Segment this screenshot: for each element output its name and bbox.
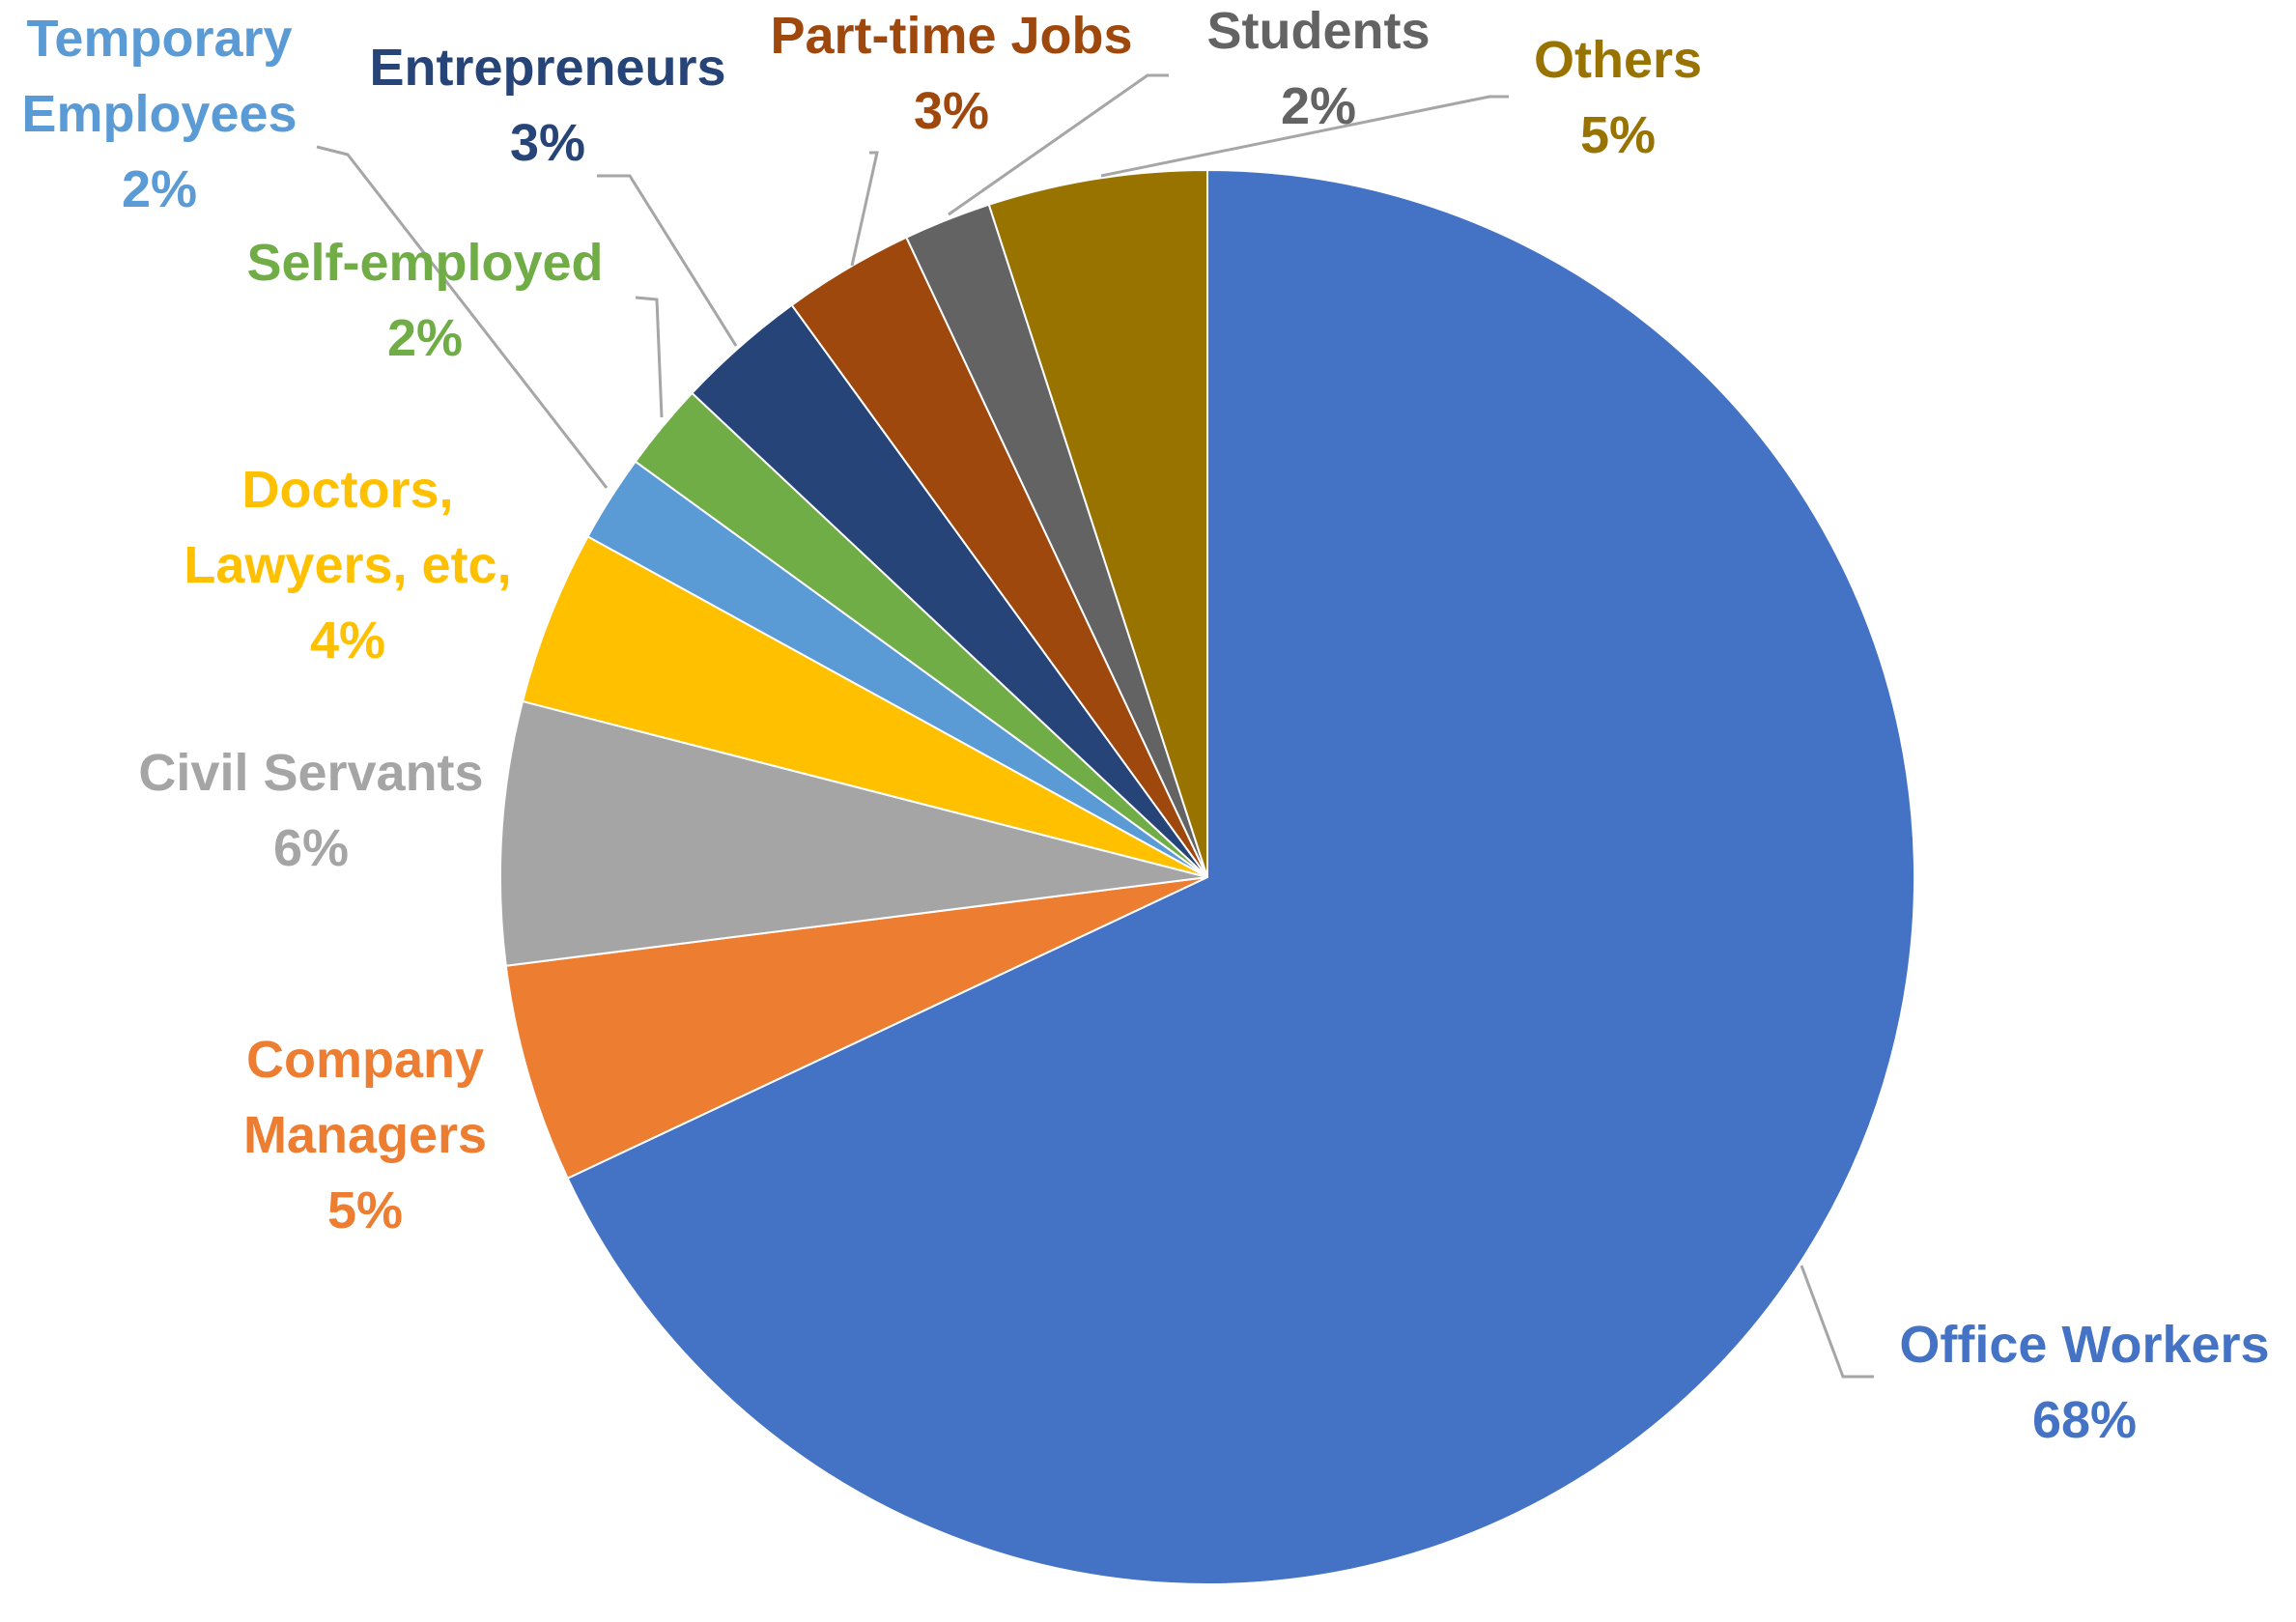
slice-label-office-workers: Office Workers 68% [1899, 1316, 2269, 1449]
slice-category-label: Entrepreneurs [369, 39, 725, 97]
slice-labels: Office Workers 68% Company Managers 5% Civil … [21, 2, 2269, 1449]
slice-label-students: Students 2% [1206, 2, 1430, 135]
slice-value-label: 2% [122, 160, 197, 218]
slice-category-label: Self-employed [246, 234, 603, 292]
leader-line-entrepreneurs [597, 174, 738, 347]
slice-category-label: Managers [243, 1106, 487, 1164]
slice-category-label: Others [1534, 31, 1702, 89]
slice-label-company-managers: Company Managers 5% [243, 1031, 487, 1239]
slice-category-label: Company [246, 1031, 484, 1089]
slice-label-entrepreneurs: Entrepreneurs 3% [369, 39, 725, 172]
slice-category-label: Office Workers [1899, 1316, 2269, 1374]
slice-value-label: 3% [914, 82, 989, 140]
slice-category-label: Employees [21, 85, 297, 143]
slice-value-label: 68% [2032, 1391, 2137, 1449]
slice-value-label: 2% [1281, 77, 1356, 135]
pie-slice-civil-servants [499, 699, 1208, 967]
pie-slices [499, 168, 1915, 1585]
leader-line-self-employed [635, 296, 664, 418]
slice-category-label: Doctors, [241, 461, 453, 519]
slice-label-self-employed: Self-employed 2% [246, 234, 603, 367]
leader-line-part-time-jobs [850, 151, 879, 267]
slice-category-label: Part-time Jobs [770, 7, 1132, 65]
slice-value-label: 5% [327, 1181, 403, 1239]
slice-label-others: Others 5% [1534, 31, 1702, 164]
pie-slice-doctors-lawyers-etc [521, 535, 1208, 878]
leader-line-temporary-employees [316, 145, 609, 489]
leader-line-others [1100, 95, 1509, 178]
slice-label-civil-servants: Civil Servants 6% [138, 744, 483, 877]
leader-lines [316, 73, 1874, 1379]
leader-line-students [948, 73, 1169, 216]
slice-label-part-time-jobs: Part-time Jobs 3% [770, 7, 1132, 140]
slice-label-doctors-lawyers-etc: Doctors, Lawyers, etc, 4% [184, 461, 511, 669]
pie-slice-office-workers [566, 168, 1915, 1585]
slice-category-label: Civil Servants [138, 744, 483, 802]
slice-category-label: Students [1206, 2, 1430, 60]
pie-slice-others [987, 168, 1208, 878]
slice-value-label: 3% [510, 114, 585, 172]
slice-category-label: Lawyers, etc, [184, 536, 511, 594]
slice-value-label: 2% [387, 309, 463, 367]
slice-value-label: 5% [1580, 106, 1656, 164]
pie-slice-company-managers [504, 876, 1208, 1181]
slice-value-label: 6% [273, 819, 349, 877]
slice-value-label: 4% [310, 612, 385, 669]
slice-label-temporary-employees: Temporary Employees 2% [21, 10, 297, 218]
slice-category-label: Temporary [26, 10, 292, 68]
leader-line-office-workers [1800, 1265, 1874, 1379]
